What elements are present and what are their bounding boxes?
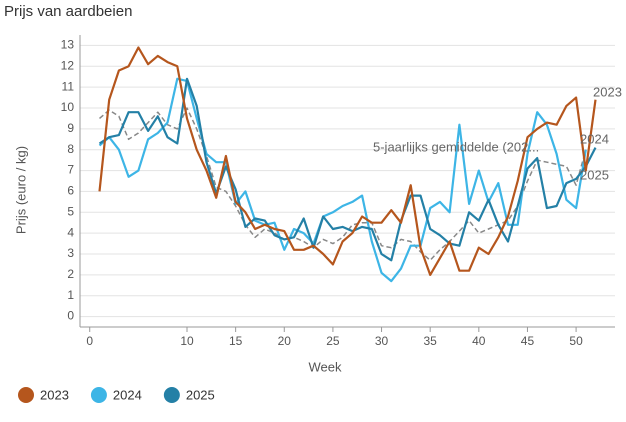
legend-swatch xyxy=(90,387,107,403)
x-tick-label: 50 xyxy=(569,334,583,348)
series-end-label: 2024 xyxy=(580,131,609,146)
y-tick-label: 10 xyxy=(61,100,75,114)
y-tick-label: 6 xyxy=(67,184,74,198)
x-tick-label: 40 xyxy=(472,334,486,348)
series-end-label: 2023 xyxy=(593,84,622,99)
x-axis-label: Week xyxy=(309,359,342,374)
x-tick-label: 35 xyxy=(424,334,438,348)
x-tick-label: 25 xyxy=(326,334,340,348)
legend-label: 2025 xyxy=(186,387,215,402)
series-line xyxy=(99,107,587,262)
legend-label: 2024 xyxy=(113,387,142,402)
x-tick-label: 45 xyxy=(521,334,535,348)
y-tick-label: 8 xyxy=(67,142,74,156)
series-line xyxy=(98,77,587,283)
y-tick-label: 13 xyxy=(61,38,75,52)
series-end-label: 5-jaarlijks gemiddelde (202... xyxy=(373,139,539,154)
y-tick-label: 0 xyxy=(67,309,74,323)
y-tick-label: 4 xyxy=(67,225,74,239)
y-tick-label: 11 xyxy=(62,79,75,93)
y-tick-label: 3 xyxy=(67,246,74,260)
x-tick-label: 15 xyxy=(229,334,243,348)
legend-swatch xyxy=(163,387,180,403)
y-tick-label: 5 xyxy=(67,204,74,218)
chart-title: Prijs van aardbeien xyxy=(4,3,132,20)
x-tick-label: 10 xyxy=(180,334,194,348)
y-axis-label: Prijs (euro / kg) xyxy=(13,146,28,234)
y-tick-label: 12 xyxy=(61,58,75,72)
x-tick-label: 30 xyxy=(375,334,389,348)
legend-label: 2023 xyxy=(40,387,69,402)
x-tick-label: 20 xyxy=(278,334,292,348)
x-tick-label: 0 xyxy=(86,334,93,348)
series-line xyxy=(98,77,597,262)
y-tick-label: 2 xyxy=(67,267,74,281)
series-end-label: 2025 xyxy=(580,167,609,182)
y-tick-label: 1 xyxy=(67,288,74,302)
y-tick-label: 7 xyxy=(67,163,74,177)
y-tick-label: 9 xyxy=(67,121,74,135)
legend-swatch xyxy=(18,387,34,403)
series-line xyxy=(98,46,597,276)
